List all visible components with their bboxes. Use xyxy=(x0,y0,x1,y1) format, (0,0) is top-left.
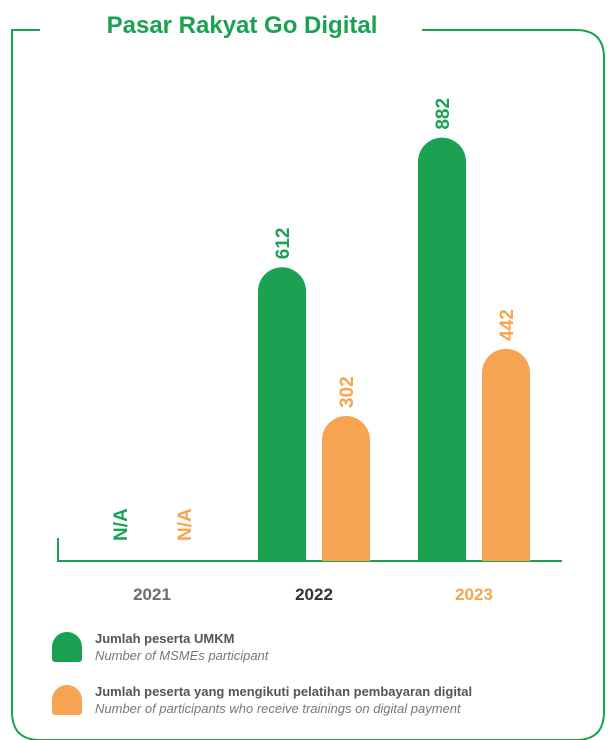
chart-title: Pasar Rakyat Go Digital xyxy=(72,6,412,46)
bar-umkm-2022 xyxy=(258,267,306,561)
x-tick-label: 2023 xyxy=(455,585,493,604)
frame-border xyxy=(10,29,605,740)
data-label: N/A xyxy=(175,508,196,541)
legend-label-en: Number of MSMEs participant xyxy=(95,648,269,663)
data-label: 442 xyxy=(497,309,518,341)
legend-text: Jumlah peserta UMKM Number of MSMEs part… xyxy=(95,630,268,664)
plot-area: N/A N/A 2021 612 302 2022 882 442 2023 xyxy=(57,98,562,604)
data-label: 882 xyxy=(433,98,454,130)
legend-text: Jumlah peserta yang mengikuti pelatihan … xyxy=(95,683,472,717)
legend-label-en: Number of participants who receive train… xyxy=(95,701,461,716)
x-tick-label: 2022 xyxy=(295,585,333,604)
data-label: 612 xyxy=(273,228,294,260)
legend-swatch-orange xyxy=(52,685,82,715)
legend-label: Jumlah peserta yang mengikuti pelatihan … xyxy=(95,684,473,699)
data-label: N/A xyxy=(111,508,132,541)
bar-digital-payment-2023 xyxy=(482,348,530,561)
legend-swatch-green xyxy=(52,632,82,662)
legend-label: Jumlah peserta UMKM xyxy=(95,631,235,646)
x-tick-label: 2021 xyxy=(133,585,171,604)
data-label: 302 xyxy=(337,376,358,408)
bar-digital-payment-2022 xyxy=(322,416,370,561)
bar-umkm-2023 xyxy=(418,137,466,561)
